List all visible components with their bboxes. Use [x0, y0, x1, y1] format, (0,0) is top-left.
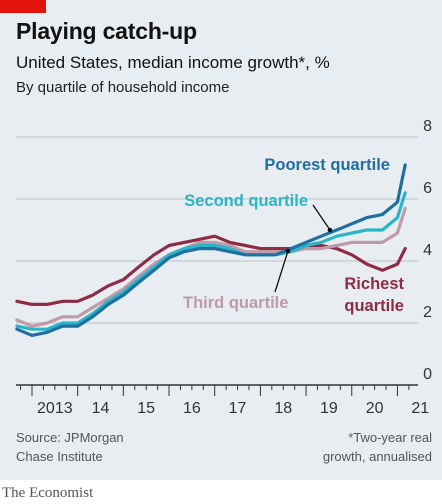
grid-lines — [16, 136, 418, 324]
y-tick-label-6: 6 — [423, 180, 432, 197]
y-tick-label-2: 2 — [423, 304, 432, 321]
label-leader-third — [274, 250, 289, 293]
x-tick-label-21: 21 — [411, 400, 429, 417]
x-tick-label-19: 19 — [320, 400, 338, 417]
series-label-richest: quartile — [344, 297, 404, 315]
x-tick-label-14: 14 — [92, 400, 110, 417]
x-tick-label-18: 18 — [274, 400, 292, 417]
chart-subtitle: United States, median income growth*, % — [16, 53, 330, 72]
x-axis: 2013 14 15 16 17 18 19 20 21 — [16, 384, 429, 417]
footnote: *Two-year real growth, annualised — [272, 428, 432, 466]
chart-card: Playing catch-up United States, median i… — [0, 0, 442, 480]
series-line-richest — [15, 234, 407, 306]
source-line-1: Source: JPMorgan — [16, 430, 124, 445]
series-line-second — [15, 191, 407, 331]
chart-subsubtitle: By quartile of household income — [16, 79, 230, 96]
y-tick-label-0: 0 — [423, 366, 432, 383]
y-tick-label-4: 4 — [423, 242, 432, 259]
series-label-poorest: Poorest quartile — [264, 156, 390, 174]
series-lines — [15, 163, 407, 337]
x-tick-label-16: 16 — [183, 400, 201, 417]
label-leader-poorest — [312, 204, 331, 231]
x-tick-label-17: 17 — [229, 400, 247, 417]
series-label-richest: Richest — [344, 275, 404, 293]
y-axis-ticks: 0 2 4 6 8 — [423, 118, 432, 383]
label-leader-dot-third — [285, 248, 291, 254]
x-tick-label-15: 15 — [137, 400, 155, 417]
series-label-third: Third quartile — [183, 294, 288, 312]
publisher-wordmark: The Economist — [2, 485, 94, 501]
brand-red-tag — [0, 0, 46, 13]
source-line-2: Chase Institute — [16, 449, 103, 464]
series-labels: Poorest quartile Second quartile Third qua… — [183, 156, 404, 315]
series-label-second: Second quartile — [184, 192, 308, 210]
label-leader-dot-poorest — [327, 227, 333, 233]
chart-title: Playing catch-up — [16, 18, 197, 44]
y-tick-label-8: 8 — [423, 118, 432, 135]
series-line-poorest — [15, 163, 407, 337]
footnote-line-1: *Two-year real — [348, 430, 432, 445]
x-tick-label-20: 20 — [366, 400, 384, 417]
series-line-third — [15, 206, 407, 328]
source-note: Source: JPMorgan Chase Institute — [16, 428, 166, 466]
x-tick-label-2013: 2013 — [37, 400, 73, 417]
line-chart: 0 2 4 6 8 2013 14 15 16 17 18 19 20 21 Poorest quart… — [15, 118, 432, 417]
footnote-line-2: growth, annualised — [322, 449, 432, 464]
